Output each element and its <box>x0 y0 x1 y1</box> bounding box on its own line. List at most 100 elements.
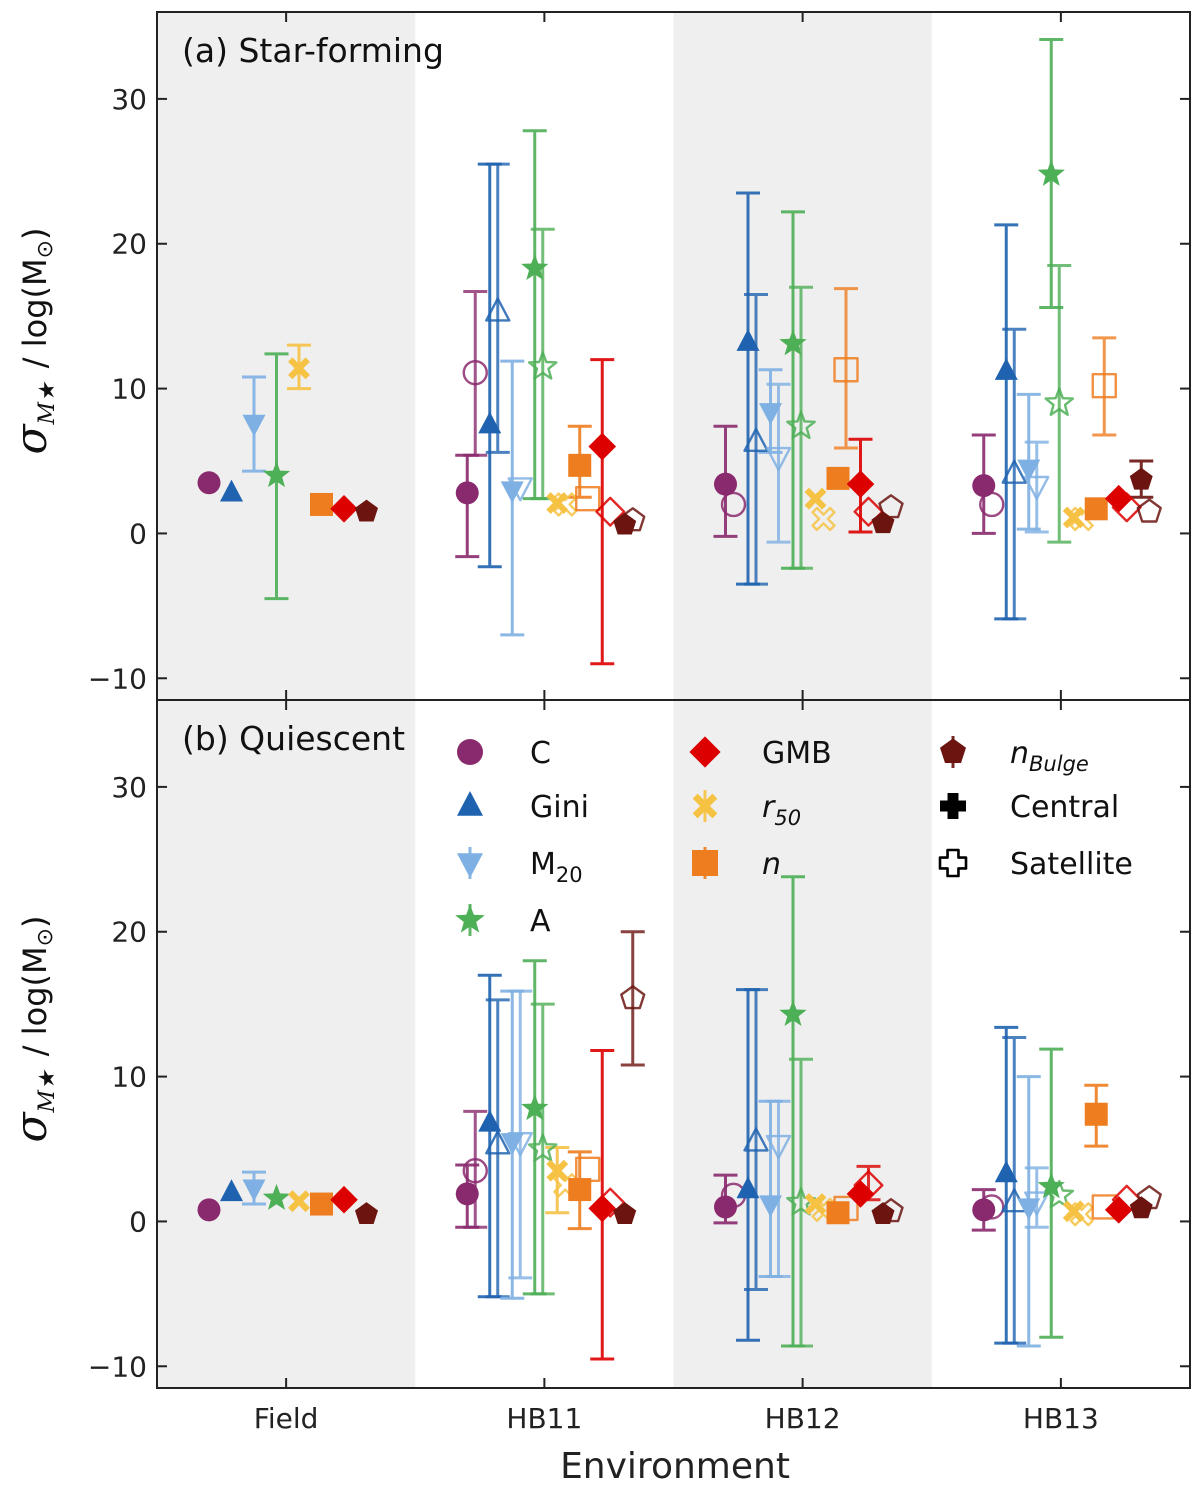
point-m20-hb13-satellite <box>1024 475 1050 501</box>
y-tick-label: −10 <box>88 1350 147 1383</box>
point-n-hb11-satellite <box>575 485 601 512</box>
point-c-hb11-central <box>455 481 479 505</box>
point-m20-field-central <box>242 414 266 437</box>
legend-item-c: C <box>457 736 551 771</box>
y-axis-unit: / log(M <box>16 946 54 1056</box>
point-gini-hb13-satellite <box>1001 459 1027 484</box>
shade-field <box>157 12 416 700</box>
point-nbulge-hb12-central <box>871 1202 895 1224</box>
point-gmb-hb12-satellite <box>853 496 884 527</box>
point-a-field-central <box>262 461 291 488</box>
point-nbulge-field-central <box>355 499 378 522</box>
legend-item-r50: r50 <box>692 790 801 830</box>
legend-label-main: A <box>530 904 551 939</box>
legend-label-main: r <box>762 790 776 825</box>
x-tick-label-hb11: HB11 <box>506 1402 582 1435</box>
point-nbulge-hb12-satellite <box>878 494 904 519</box>
point-gmb-hb13-satellite <box>1111 1184 1142 1215</box>
point-gmb-hb12-satellite <box>853 1170 884 1201</box>
point-m20-hb11-satellite <box>507 1131 533 1157</box>
point-n-hb12-satellite <box>833 1195 859 1222</box>
point-a-hb13-central <box>1037 159 1065 186</box>
point-nbulge-hb13-central <box>1129 467 1153 490</box>
point-m20-hb13-satellite <box>1024 1191 1050 1216</box>
x-axis-title: Environment <box>560 1446 790 1487</box>
point-gini-hb11-satellite <box>485 297 511 322</box>
point-m20-hb13-central <box>1017 459 1041 482</box>
point-r50-hb11-central <box>546 1159 569 1182</box>
point-gini-field-central <box>220 1179 243 1202</box>
legend-item-n: n <box>692 847 781 882</box>
point-nbulge-hb12-satellite <box>878 1197 904 1223</box>
point-gmb-hb12-central <box>846 470 875 498</box>
point-a-hb11-satellite <box>527 1133 558 1162</box>
point-a-hb12-central <box>779 999 807 1026</box>
point-gmb-hb13-satellite <box>1111 492 1142 523</box>
point-n-hb13-central <box>1084 1102 1108 1126</box>
point-gini-hb12-central <box>736 329 760 351</box>
point-gini-hb12-satellite <box>743 1127 769 1152</box>
error-bar-gini-hb12-satellite <box>744 292 768 586</box>
point-n-hb12-central <box>826 1201 850 1225</box>
y-tick-label: 20 <box>111 916 147 949</box>
error-bar-n-hb12-satellite <box>834 287 858 450</box>
point-nbulge-field-central <box>355 1202 378 1224</box>
error-bar-nbulge-hb11-satellite <box>620 930 645 1067</box>
y-axis-sigma: σ <box>6 423 57 455</box>
shade-hb12 <box>673 12 932 700</box>
point-n-field-central <box>310 492 333 516</box>
legend-label: nBulge <box>1010 736 1089 776</box>
point-m20-hb12-satellite <box>765 446 792 472</box>
point-a-hb11-central <box>521 1094 549 1121</box>
y-tick-label: −10 <box>88 662 147 695</box>
legend-label-main: M <box>530 847 556 882</box>
error-bar-c-hb11-satellite <box>463 1109 488 1229</box>
panel-quiescent: −10 0 10 20 30 Field HB11 HB12 HB13 (b) Quiescent… <box>6 699 1191 1435</box>
legend-label-sub: 50 <box>774 806 801 830</box>
legend-label: n <box>762 847 781 882</box>
point-gmb-field-central <box>330 495 358 523</box>
point-c-hb12-central <box>714 472 737 496</box>
error-bar-c-hb11-central <box>455 453 480 559</box>
point-gini-field-central <box>220 479 243 502</box>
point-gini-hb11-central <box>478 1109 502 1132</box>
legend-marker-gmb <box>689 736 721 768</box>
point-gmb-hb12-central <box>846 1180 875 1208</box>
legend-label: Satellite <box>1010 847 1133 882</box>
legend-item-a: A <box>455 904 551 939</box>
error-bar-c-hb11-satellite <box>463 290 488 457</box>
point-r50-hb12-central <box>804 487 827 510</box>
point-n-hb11-satellite <box>575 1156 601 1182</box>
point-m20-hb11-central <box>500 1133 524 1155</box>
legend-label: M20 <box>530 847 583 887</box>
error-bar-a-hb13-satellite <box>1047 263 1072 544</box>
legend-label: Central <box>1010 790 1119 825</box>
point-a-hb13-satellite <box>1044 387 1075 416</box>
legend-label: r50 <box>762 790 801 830</box>
legend-marker-r50 <box>692 793 718 819</box>
panel-label: (b) Quiescent <box>182 719 405 758</box>
point-m20-hb12-satellite <box>765 1134 792 1160</box>
y-tick-label: 0 <box>129 1205 147 1238</box>
point-nbulge-hb13-satellite <box>1136 1184 1162 1210</box>
point-c-hb11-satellite <box>462 1158 488 1184</box>
error-bar-n-hb13-satellite <box>1092 336 1117 437</box>
point-c-hb11-satellite <box>462 359 488 386</box>
point-a-hb13-central <box>1037 1172 1065 1199</box>
point-a-hb12-satellite <box>786 410 816 440</box>
point-nbulge-hb11-satellite <box>620 507 646 532</box>
error-bar-gini-hb11-satellite <box>485 162 510 454</box>
legend-label: C <box>530 736 551 771</box>
legend-marker-satellite <box>938 848 968 878</box>
point-n-hb12-central <box>826 466 850 490</box>
y-tick-label: 20 <box>111 228 147 261</box>
y-tick-label: 30 <box>111 83 147 116</box>
point-gini-hb13-central <box>994 357 1018 380</box>
legend-item-gmb: GMB <box>689 736 832 771</box>
point-r50-hb11-satellite <box>553 492 578 517</box>
x-tick-label-hb13: HB13 <box>1023 1402 1099 1435</box>
legend-label-main: Gini <box>530 790 589 825</box>
point-m20-field-central <box>242 1179 266 1202</box>
point-n-hb11-central <box>568 453 592 477</box>
legend-label-main: n <box>762 847 781 882</box>
